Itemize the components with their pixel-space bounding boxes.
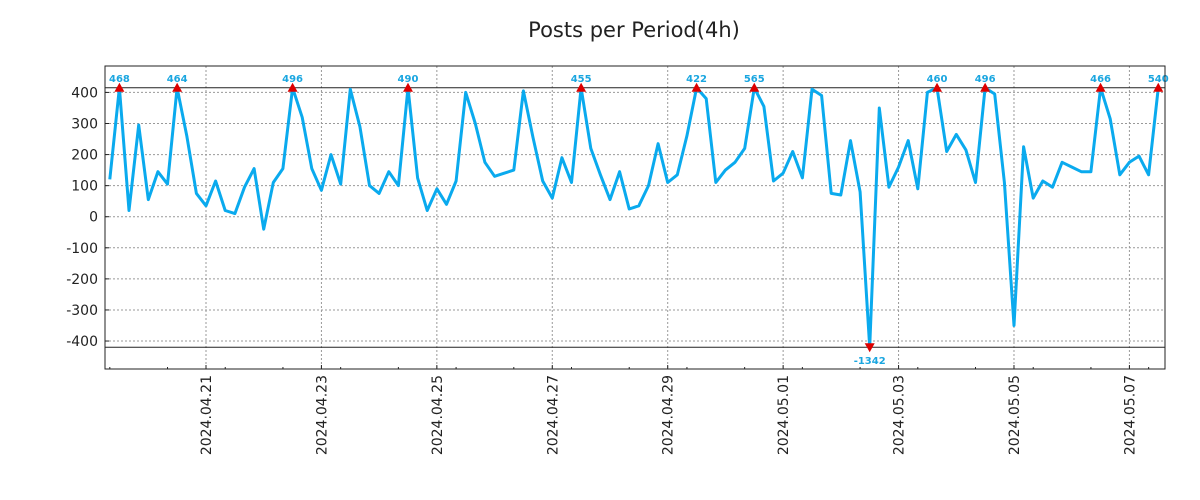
x-tick-label: 2024.04.21 [199, 375, 215, 455]
y-tick-label: -400 [66, 334, 98, 350]
overflow-marker-up [114, 82, 125, 92]
overflow-marker-up [402, 82, 413, 92]
x-tick-label: 2024.04.27 [545, 375, 561, 455]
chart-title: Posts per Period(4h) [528, 18, 740, 42]
overflow-value-label: 466 [1090, 74, 1111, 85]
y-tick-label: 100 [71, 179, 98, 195]
overflow-marker-up [576, 82, 587, 92]
overflow-value-label: 468 [109, 74, 130, 85]
clip-lines [105, 87, 1165, 348]
y-axis-ticks: 400 300 200 100 0 -100 -200 -300 -400 [66, 85, 109, 350]
x-tick-label: 2024.05.01 [776, 375, 792, 455]
y-tick-label: -100 [66, 241, 98, 257]
plot-frame [104, 65, 1166, 370]
overflow-marker-up [172, 82, 183, 92]
overflow-value-label: 540 [1148, 74, 1169, 85]
overflow-value-label: -1342 [854, 356, 886, 367]
overflow-marker-up [980, 82, 991, 92]
overflow-value-label: 464 [167, 74, 188, 85]
overflow-value-label: 422 [686, 74, 707, 85]
overflow-marker-up [1095, 82, 1106, 92]
overflow-value-label: 496 [282, 74, 303, 85]
x-axis-ticks: 2024.04.21 2024.04.23 2024.04.25 2024.04.27… [109, 365, 1150, 455]
x-tick-label: 2024.04.23 [314, 375, 330, 455]
x-tick-label: 2024.04.25 [430, 375, 446, 455]
y-tick-label: 400 [71, 85, 98, 101]
overflow-marker-up [287, 82, 298, 92]
overflow-value-label: 496 [975, 74, 996, 85]
overflow-value-label: 490 [398, 74, 419, 85]
series-line [108, 86, 1160, 349]
y-tick-label: 200 [71, 148, 98, 164]
x-tick-label: 2024.05.05 [1007, 375, 1023, 455]
overflow-marker-down [864, 343, 875, 353]
x-tick-label: 2024.05.03 [892, 375, 908, 455]
y-tick-label: 300 [71, 116, 98, 132]
series-layer [108, 86, 1160, 349]
overflow-marker-up [749, 82, 760, 92]
overflow-marker-up [1153, 82, 1164, 92]
overflow-marker-up [691, 82, 702, 92]
overflow-value-label: 455 [571, 74, 592, 85]
x-tick-label: 2024.04.29 [661, 375, 677, 455]
overflow-value-label: 460 [927, 74, 948, 85]
overflow-value-label: 565 [744, 74, 765, 85]
x-tick-label: 2024.05.07 [1122, 375, 1138, 455]
y-tick-label: -300 [66, 303, 98, 319]
y-tick-label: -200 [66, 272, 98, 288]
marker-layer: 468 464 496 490 455 422 565 -1342 460 496 466 540 [109, 74, 1169, 367]
y-tick-label: 0 [89, 210, 98, 226]
overflow-marker-up [932, 82, 943, 92]
